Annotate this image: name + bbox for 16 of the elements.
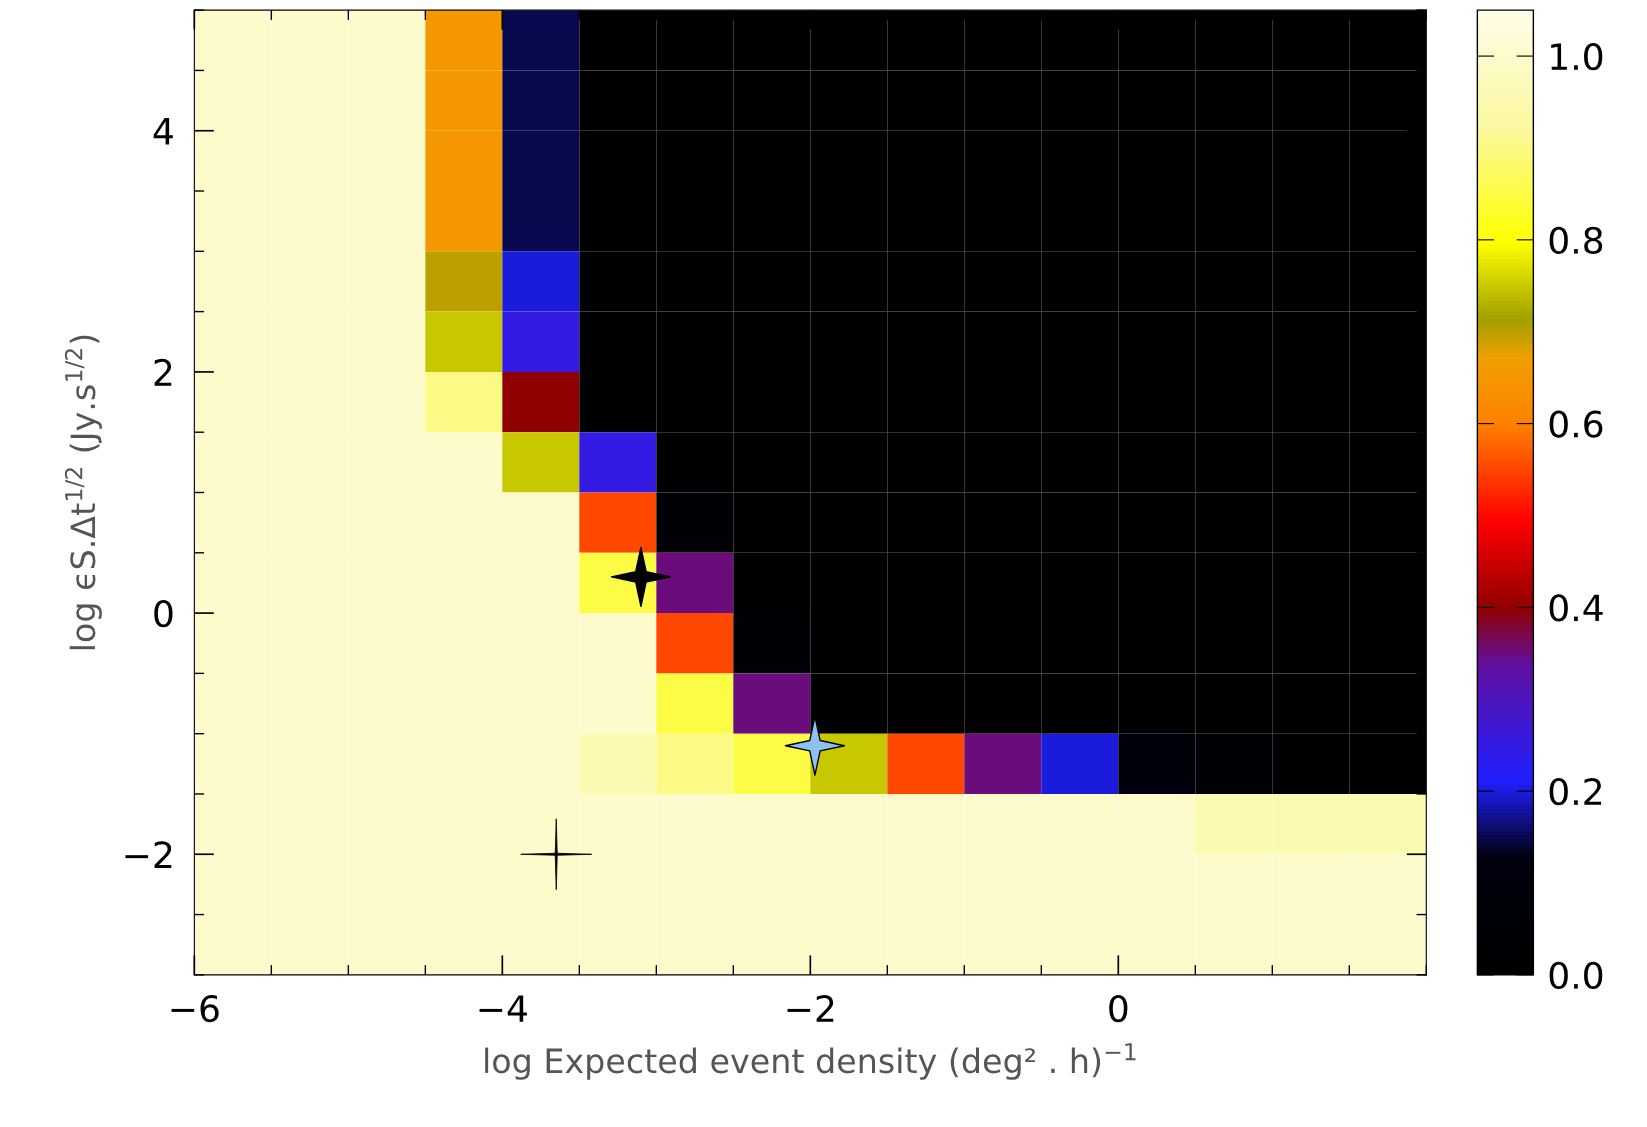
y-axis-title: log ϵS.Δt$^{1/2}$ (Jy.s$^{1/2}$) <box>64 335 102 650</box>
y-tick-label: 0 <box>154 600 173 628</box>
x-tick-label: −4 <box>479 995 527 1022</box>
color-bar-label: 0.8 <box>1549 226 1603 255</box>
x-tick-label: −6 <box>171 994 219 1023</box>
color-bar-label: 1.0 <box>1551 43 1603 71</box>
y-tick-label: −2 <box>125 841 172 868</box>
x-tick-label: −2 <box>787 994 834 1022</box>
color-bar-label: 0.4 <box>1549 594 1603 622</box>
y-tick-label: 4 <box>153 118 173 145</box>
y-tick-label: 2 <box>154 358 172 386</box>
x-axis-title: log Expected event density (deg² . h)$^{−1}$ <box>485 1043 1136 1080</box>
color-bar-label: 0.6 <box>1549 410 1603 438</box>
color-bar-label: 0.2 <box>1549 778 1602 806</box>
x-tick-label: 0 <box>1109 994 1128 1023</box>
color-bar-label: 0.0 <box>1549 961 1603 990</box>
